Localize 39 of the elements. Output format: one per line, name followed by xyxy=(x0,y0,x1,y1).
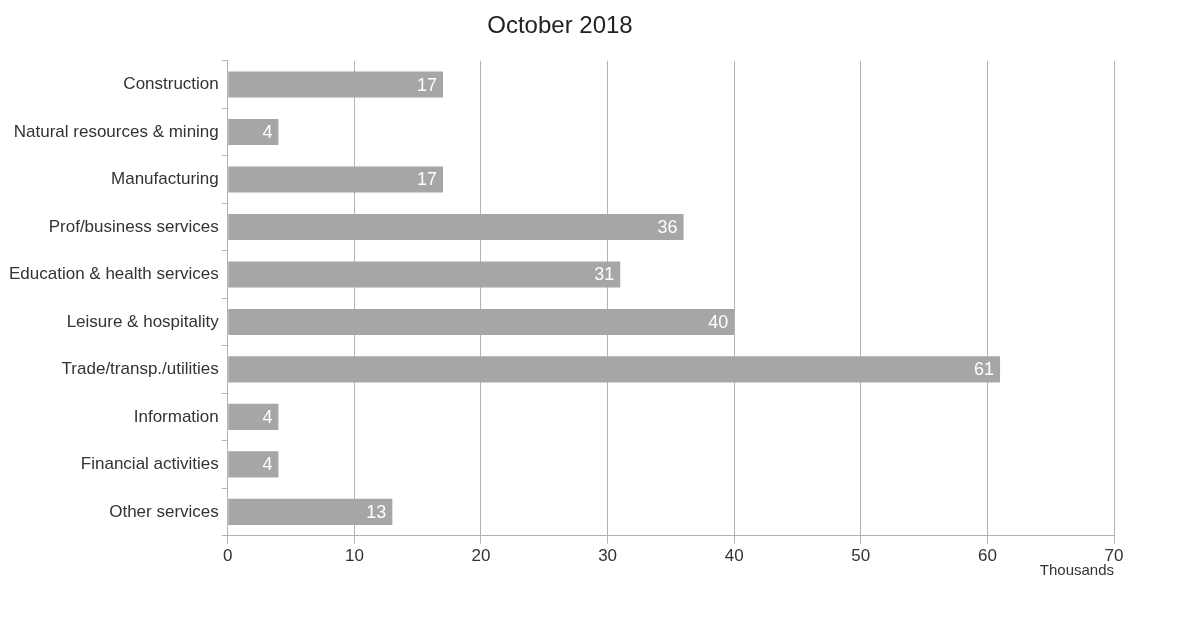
y-tick-label: Other services xyxy=(109,501,219,521)
bar xyxy=(228,403,279,430)
data-label: 36 xyxy=(657,216,678,237)
x-tick-label: 50 xyxy=(851,546,871,566)
x-tick-label: 60 xyxy=(977,546,997,566)
data-label: 17 xyxy=(416,74,438,95)
x-tick-label: 20 xyxy=(471,546,491,566)
bar xyxy=(228,213,684,241)
x-tick-label: 40 xyxy=(724,546,744,566)
data-label: 4 xyxy=(262,121,273,142)
bar xyxy=(228,166,444,193)
data-label: 31 xyxy=(594,264,615,285)
bar xyxy=(228,356,1001,383)
bar xyxy=(228,308,735,335)
x-tick-label: 10 xyxy=(344,546,364,566)
data-label: 40 xyxy=(708,311,729,332)
x-axis-title: Thousands xyxy=(1039,561,1114,579)
y-tick-label: Prof/business services xyxy=(48,216,219,236)
bar xyxy=(228,498,393,525)
x-tick-label: 0 xyxy=(223,546,233,566)
y-tick-label: Information xyxy=(133,406,219,426)
data-label: 4 xyxy=(262,454,273,475)
data-label: 61 xyxy=(974,359,995,380)
x-tick-label: 30 xyxy=(598,546,618,566)
y-tick-label: Construction xyxy=(123,74,219,94)
bar xyxy=(228,261,621,288)
y-tick-label: Education & health services xyxy=(8,264,219,284)
data-label: 4 xyxy=(262,406,273,427)
data-label: 13 xyxy=(366,501,387,522)
bar xyxy=(228,118,279,146)
y-tick-label: Manufacturing xyxy=(111,169,219,189)
data-label: 17 xyxy=(416,169,438,190)
y-tick-label: Trade/transp./utilities xyxy=(61,359,219,379)
chart-title: October 2018 xyxy=(487,11,633,39)
bar xyxy=(228,71,444,98)
y-tick-label: Financial activities xyxy=(80,454,219,474)
y-tick-label: Natural resources & mining xyxy=(13,121,219,141)
y-tick-label: Leisure & hospitality xyxy=(66,311,220,331)
bar xyxy=(228,451,279,478)
